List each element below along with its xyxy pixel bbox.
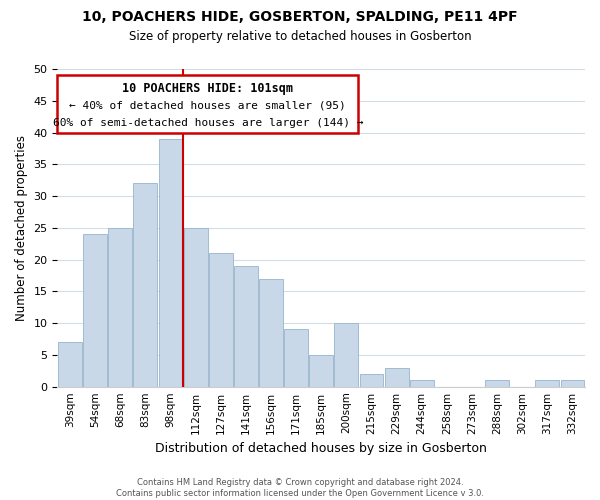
Bar — [83, 234, 107, 386]
Bar — [184, 228, 208, 386]
Text: ← 40% of detached houses are smaller (95): ← 40% of detached houses are smaller (95… — [70, 101, 346, 111]
Bar — [560, 380, 584, 386]
Text: 10, POACHERS HIDE, GOSBERTON, SPALDING, PE11 4PF: 10, POACHERS HIDE, GOSBERTON, SPALDING, … — [82, 10, 518, 24]
Bar — [309, 355, 333, 386]
Bar — [284, 330, 308, 386]
Bar — [108, 228, 132, 386]
Bar — [535, 380, 559, 386]
FancyBboxPatch shape — [58, 76, 358, 132]
Text: 60% of semi-detached houses are larger (144) →: 60% of semi-detached houses are larger (… — [53, 118, 363, 128]
Bar — [410, 380, 434, 386]
X-axis label: Distribution of detached houses by size in Gosberton: Distribution of detached houses by size … — [155, 442, 487, 455]
Bar — [359, 374, 383, 386]
Bar — [259, 278, 283, 386]
Bar — [133, 184, 157, 386]
Text: Contains HM Land Registry data © Crown copyright and database right 2024.
Contai: Contains HM Land Registry data © Crown c… — [116, 478, 484, 498]
Bar — [58, 342, 82, 386]
Text: 10 POACHERS HIDE: 101sqm: 10 POACHERS HIDE: 101sqm — [122, 82, 293, 94]
Y-axis label: Number of detached properties: Number of detached properties — [15, 135, 28, 321]
Bar — [234, 266, 258, 386]
Text: Size of property relative to detached houses in Gosberton: Size of property relative to detached ho… — [128, 30, 472, 43]
Bar — [485, 380, 509, 386]
Bar — [209, 254, 233, 386]
Bar — [334, 323, 358, 386]
Bar — [385, 368, 409, 386]
Bar — [158, 139, 182, 386]
